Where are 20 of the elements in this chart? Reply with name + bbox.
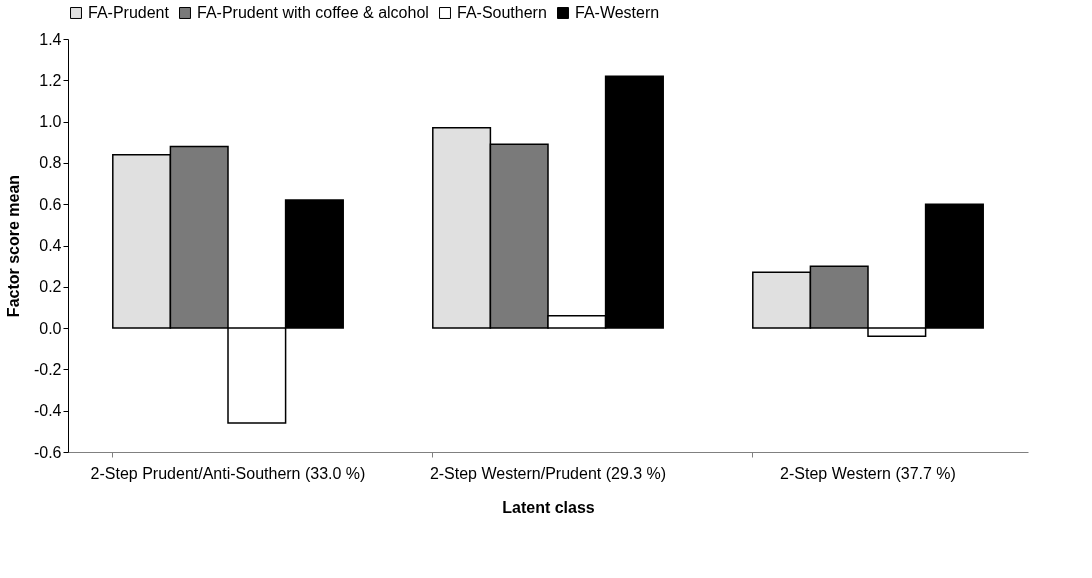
y-tick-label: -0.4 — [33, 402, 62, 420]
y-tick-label: 0.6 — [39, 195, 62, 213]
y-tick-label: 1.4 — [39, 30, 62, 48]
legend-label: FA-Western — [575, 4, 660, 21]
y-tick-label: 0.4 — [39, 237, 62, 254]
y-tick-label: 0.2 — [39, 278, 62, 296]
x-tick-label: 2-Step Prudent/Anti-Southern (33.0 %) — [90, 464, 366, 482]
y-tick-label: -0.2 — [33, 360, 62, 378]
y-axis-title: Factor score mean — [4, 174, 22, 318]
legend-label: FA-Southern — [457, 4, 547, 21]
x-axis-title: Latent class — [502, 498, 595, 516]
y-tick-label: 0.0 — [39, 319, 62, 337]
legend-label: FA-Prudent — [88, 4, 170, 21]
y-tick-label: 1.0 — [39, 113, 62, 131]
y-tick-label: -0.6 — [33, 443, 62, 461]
legend-label: FA-Prudent with coffee & alcohol — [197, 4, 429, 21]
x-tick-label: 2-Step Western/Prudent (29.3 %) — [429, 464, 667, 482]
y-tick-label: 0.8 — [39, 154, 62, 172]
y-tick-label: 1.2 — [39, 71, 62, 89]
x-tick-label: 2-Step Western (37.7 %) — [780, 464, 956, 482]
